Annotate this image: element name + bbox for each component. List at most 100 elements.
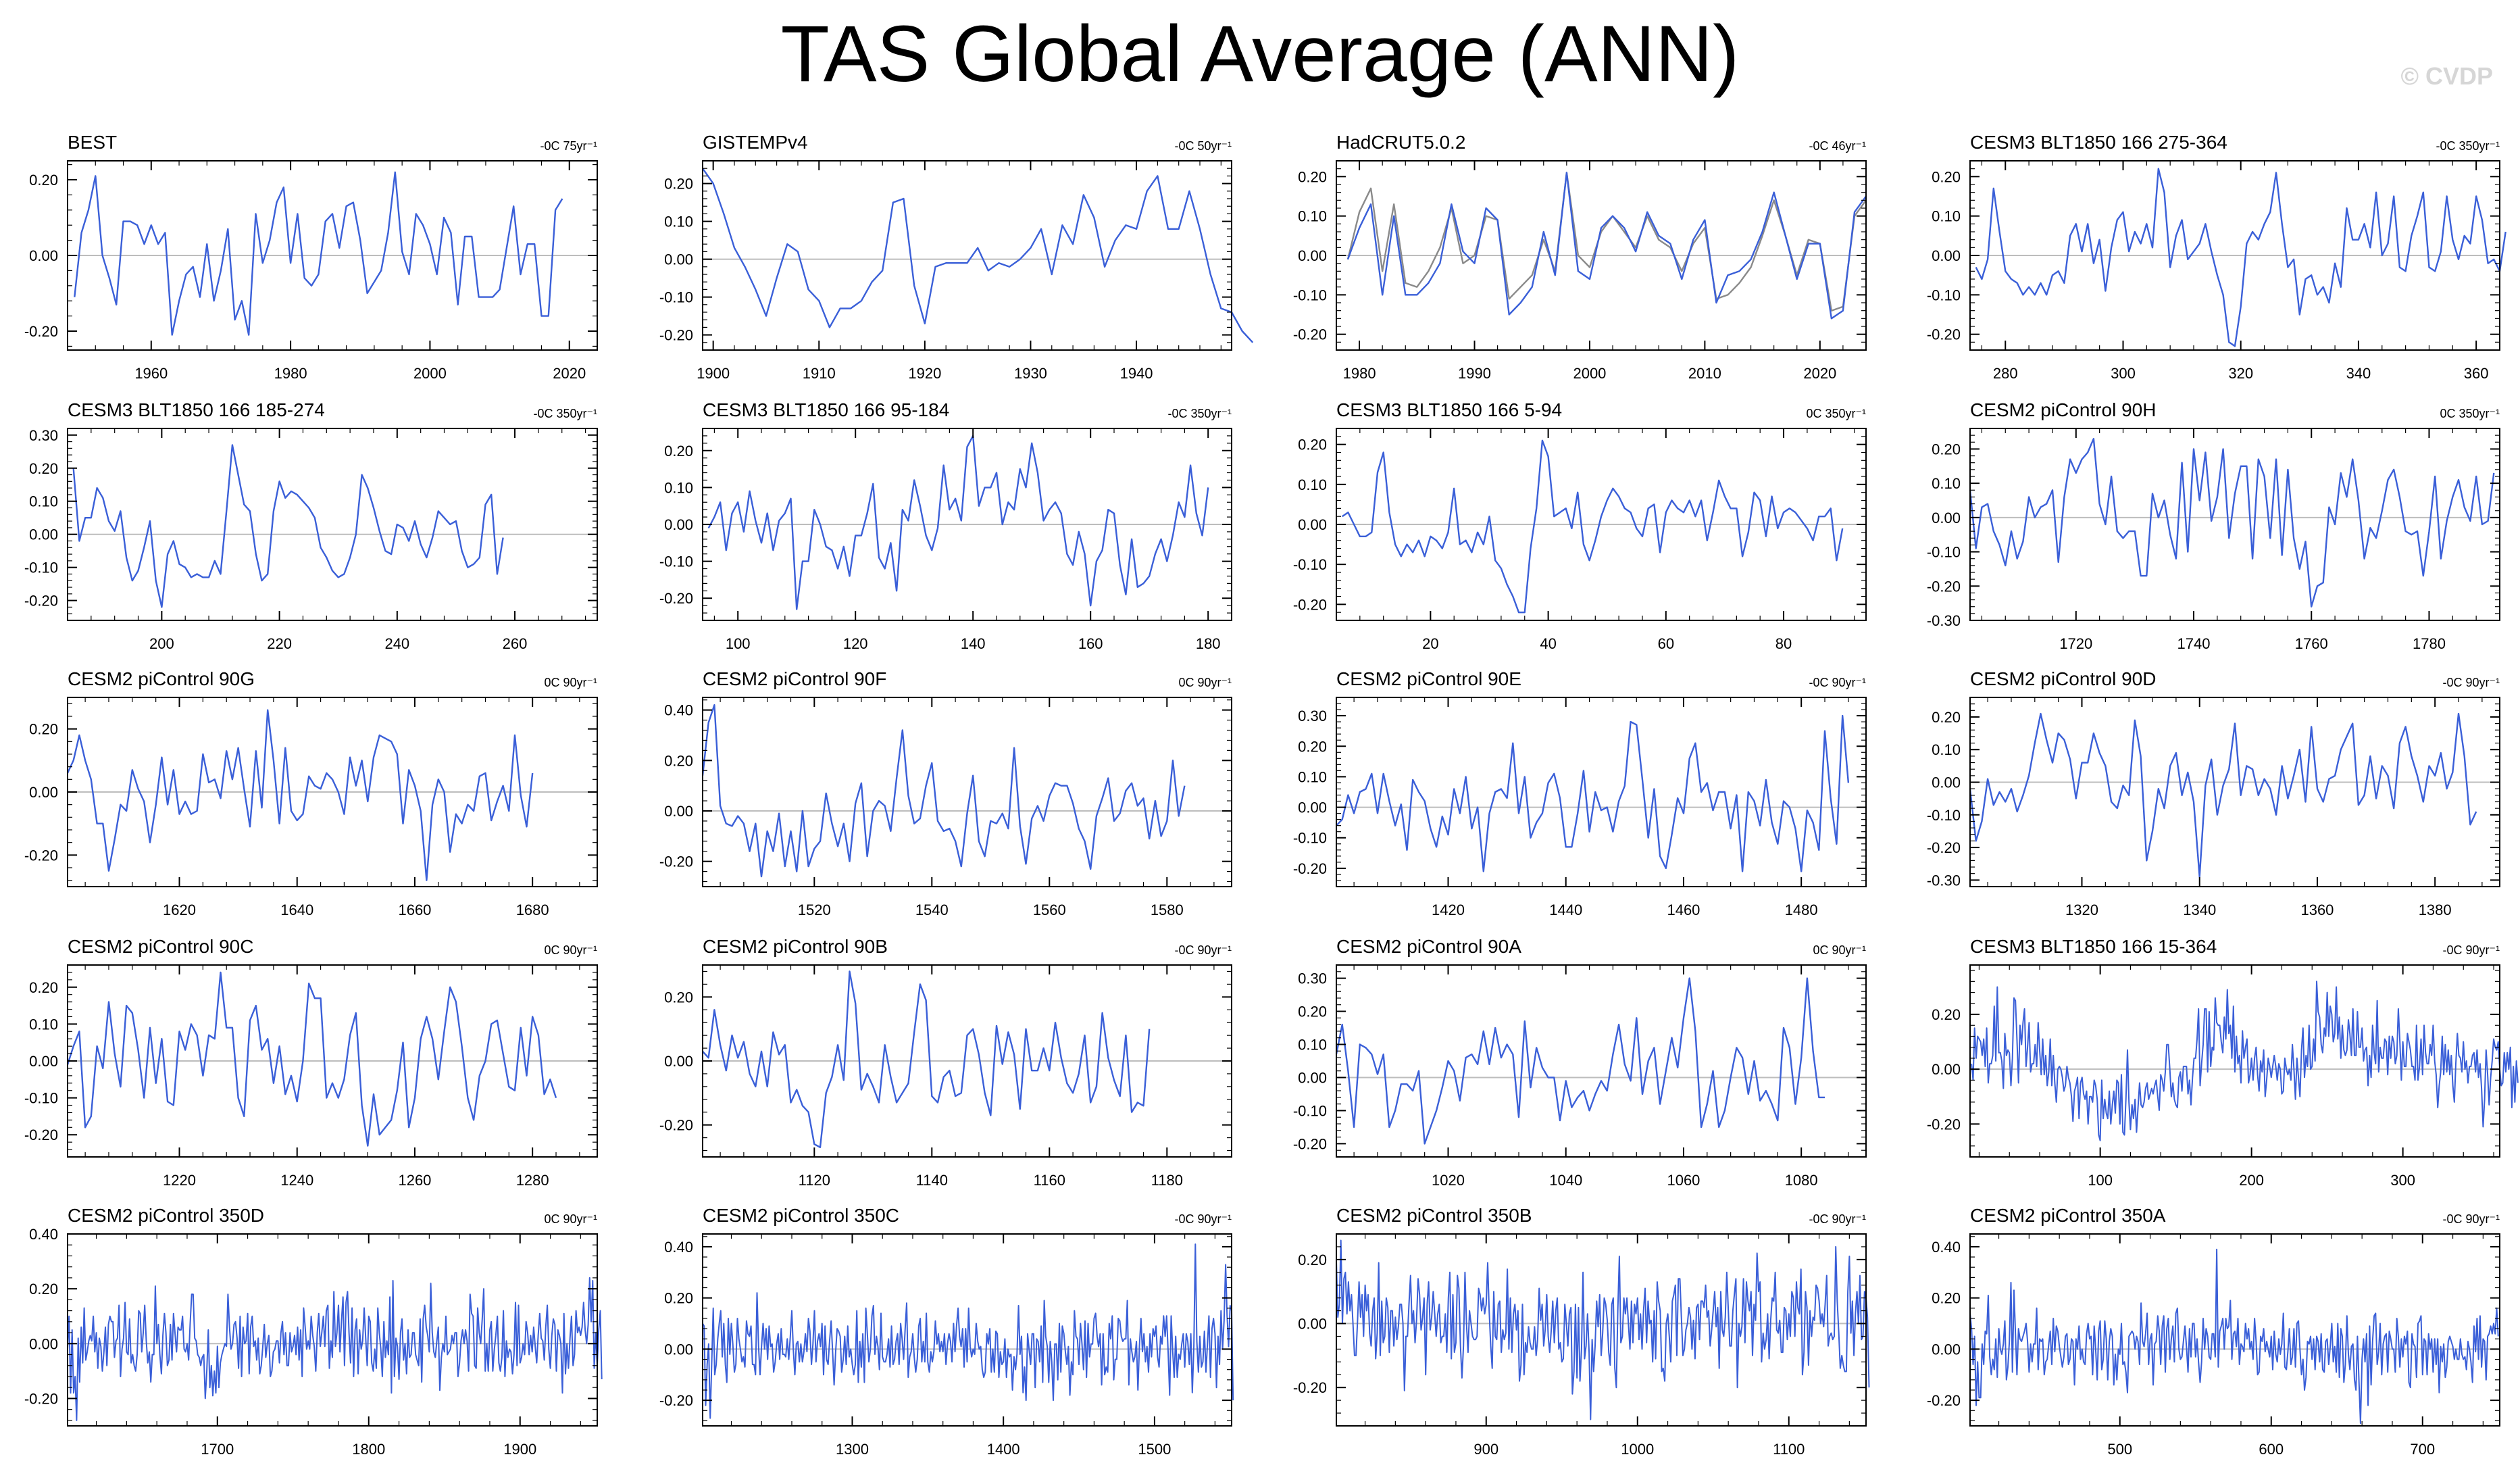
trend-annotation: -0C 75yr⁻¹ bbox=[540, 139, 597, 153]
y-tick-label: 0.20 bbox=[664, 176, 693, 193]
x-tick-label: 320 bbox=[2228, 365, 2253, 382]
x-tick-label: 1960 bbox=[134, 365, 168, 382]
x-tick-label: 1980 bbox=[274, 365, 307, 382]
y-tick-label: 0.30 bbox=[1298, 708, 1327, 724]
x-tick-label: 700 bbox=[2410, 1441, 2435, 1458]
x-tick-label: 1720 bbox=[2059, 635, 2092, 652]
plot-frame bbox=[1969, 697, 2500, 887]
x-tick-label: 1140 bbox=[916, 1172, 948, 1189]
x-tick-label: 20 bbox=[1422, 635, 1438, 652]
panel-title: HadCRUT5.0.2 bbox=[1336, 132, 1465, 153]
y-tick-label: -0.20 bbox=[1293, 860, 1327, 877]
panel-title: CESM3 BLT1850 166 15-364 bbox=[1970, 936, 2217, 957]
chart-panel: CESM2 piControl 90B -0C 90yr⁻¹ -0.20 0.00 0.… bbox=[659, 936, 1232, 1189]
x-tick-label: 140 bbox=[961, 635, 986, 652]
x-tick-label: 100 bbox=[726, 635, 751, 652]
y-tick-label: 0.20 bbox=[664, 1290, 693, 1307]
series-line bbox=[66, 709, 534, 881]
x-tick-label: 1160 bbox=[1034, 1172, 1065, 1189]
y-tick-label: 0.10 bbox=[664, 214, 693, 230]
y-tick-label: 0.00 bbox=[664, 1053, 693, 1070]
y-tick-label: -0.20 bbox=[659, 854, 693, 870]
series-line bbox=[1335, 977, 1825, 1145]
y-tick-label: -0.10 bbox=[1927, 807, 1961, 824]
chart-panel: CESM2 piControl 90E -0C 90yr⁻¹ -0.20 -0.10 0… bbox=[1293, 668, 1867, 918]
trend-annotation: -0C 350yr⁻¹ bbox=[533, 407, 597, 420]
panel-title: CESM2 piControl 90H bbox=[1970, 399, 2156, 420]
trend-annotation: -0C 90yr⁻¹ bbox=[2442, 943, 2500, 957]
series-line bbox=[1975, 168, 2506, 347]
chart-panel: CESM3 BLT1850 166 5-94 0C 350yr⁻¹ -0.20 -0.… bbox=[1293, 399, 1867, 652]
trend-annotation: 0C 350yr⁻¹ bbox=[1806, 407, 1866, 420]
x-tick-label: 200 bbox=[2239, 1172, 2264, 1189]
x-tick-label: 1080 bbox=[1785, 1172, 1818, 1189]
y-tick-label: -0.20 bbox=[24, 847, 58, 864]
trend-annotation: -0C 350yr⁻¹ bbox=[1167, 407, 1232, 420]
y-tick-label: 0.20 bbox=[664, 443, 693, 460]
x-tick-label: 2020 bbox=[553, 365, 586, 382]
y-tick-label: 0.20 bbox=[1298, 437, 1327, 453]
panel-title: CESM2 piControl 90D bbox=[1970, 668, 2156, 689]
series-line bbox=[707, 435, 1209, 610]
y-tick-label: 0.10 bbox=[1298, 1037, 1327, 1054]
x-tick-label: 1780 bbox=[2413, 635, 2446, 652]
y-tick-label: -0.30 bbox=[1927, 612, 1961, 629]
y-tick-label: -0.10 bbox=[24, 560, 58, 576]
x-tick-label: 1280 bbox=[516, 1172, 549, 1189]
x-tick-label: 1800 bbox=[352, 1441, 385, 1458]
y-tick-label: -0.20 bbox=[1927, 839, 1961, 856]
y-tick-label: 0.00 bbox=[1298, 247, 1327, 264]
chart-panel: CESM2 piControl 90G 0C 90yr⁻¹ -0.20 0.00 0.2… bbox=[24, 668, 598, 918]
x-tick-label: 300 bbox=[2390, 1172, 2415, 1189]
panel-title: CESM2 piControl 90C bbox=[68, 936, 253, 957]
trend-annotation: -0C 46yr⁻¹ bbox=[1809, 139, 1866, 153]
y-tick-label: 0.00 bbox=[664, 1341, 693, 1358]
chart-panel: GISTEMPv4 -0C 50yr⁻¹ -0.20 -0.10 0.00 0.10 0.2… bbox=[659, 132, 1254, 382]
series-line bbox=[1971, 981, 2519, 1141]
x-tick-label: 260 bbox=[503, 635, 528, 652]
x-tick-label: 1340 bbox=[2183, 901, 2216, 918]
trend-annotation: -0C 90yr⁻¹ bbox=[2442, 676, 2500, 689]
y-tick-label: 0.10 bbox=[1298, 768, 1327, 785]
y-tick-label: 0.20 bbox=[1932, 709, 1961, 726]
y-tick-label: -0.20 bbox=[24, 1390, 58, 1407]
x-tick-label: 1460 bbox=[1667, 901, 1700, 918]
x-tick-label: 1560 bbox=[1033, 901, 1066, 918]
y-tick-label: 0.00 bbox=[1932, 1341, 1961, 1358]
x-tick-label: 1620 bbox=[163, 901, 196, 918]
trend-annotation: 0C 90yr⁻¹ bbox=[1813, 943, 1866, 957]
y-tick-label: 0.10 bbox=[29, 493, 58, 510]
y-tick-label: 0.40 bbox=[664, 1239, 693, 1256]
x-tick-label: 1660 bbox=[398, 901, 431, 918]
trend-annotation: -0C 90yr⁻¹ bbox=[2442, 1212, 2500, 1226]
panel-title: CESM2 piControl 90B bbox=[703, 936, 888, 957]
x-tick-label: 1900 bbox=[697, 365, 730, 382]
trend-annotation: -0C 50yr⁻¹ bbox=[1174, 139, 1232, 153]
chart-panel: CESM2 piControl 90F 0C 90yr⁻¹ -0.20 0.00 0.2… bbox=[659, 668, 1232, 918]
series-line bbox=[1346, 172, 1867, 320]
x-tick-label: 2000 bbox=[413, 365, 447, 382]
x-tick-label: 1420 bbox=[1432, 901, 1465, 918]
chart-panel: CESM3 BLT1850 166 275-364 -0C 350yr⁻¹ -0.2… bbox=[1927, 132, 2506, 382]
series-line bbox=[1336, 714, 1850, 872]
series-line bbox=[1969, 712, 2477, 878]
panel-title: CESM2 piControl 90F bbox=[703, 668, 886, 689]
plot-frame bbox=[1969, 428, 2500, 621]
plot-frame bbox=[1969, 964, 2500, 1158]
plot-frame bbox=[702, 160, 1232, 351]
plot-frame bbox=[1336, 964, 1867, 1158]
y-tick-label: 0.20 bbox=[1932, 1006, 1961, 1023]
y-tick-label: 0.00 bbox=[1932, 1061, 1961, 1078]
y-tick-label: 0.20 bbox=[1298, 168, 1327, 185]
panel-title: CESM2 piControl 90G bbox=[68, 668, 255, 689]
chart-panel: CESM2 piControl 350A -0C 90yr⁻¹ -0.20 0.00 0… bbox=[1927, 1205, 2500, 1458]
y-tick-label: 0.40 bbox=[1932, 1239, 1961, 1256]
y-tick-label: 0.20 bbox=[1932, 168, 1961, 185]
x-tick-label: 1180 bbox=[1151, 1172, 1183, 1189]
y-tick-label: 0.00 bbox=[664, 516, 693, 533]
y-tick-label: -0.20 bbox=[1293, 1379, 1327, 1396]
x-tick-label: 1000 bbox=[1621, 1441, 1654, 1458]
x-tick-label: 160 bbox=[1078, 635, 1103, 652]
series-line bbox=[702, 1243, 1234, 1419]
x-tick-label: 1980 bbox=[1343, 365, 1376, 382]
